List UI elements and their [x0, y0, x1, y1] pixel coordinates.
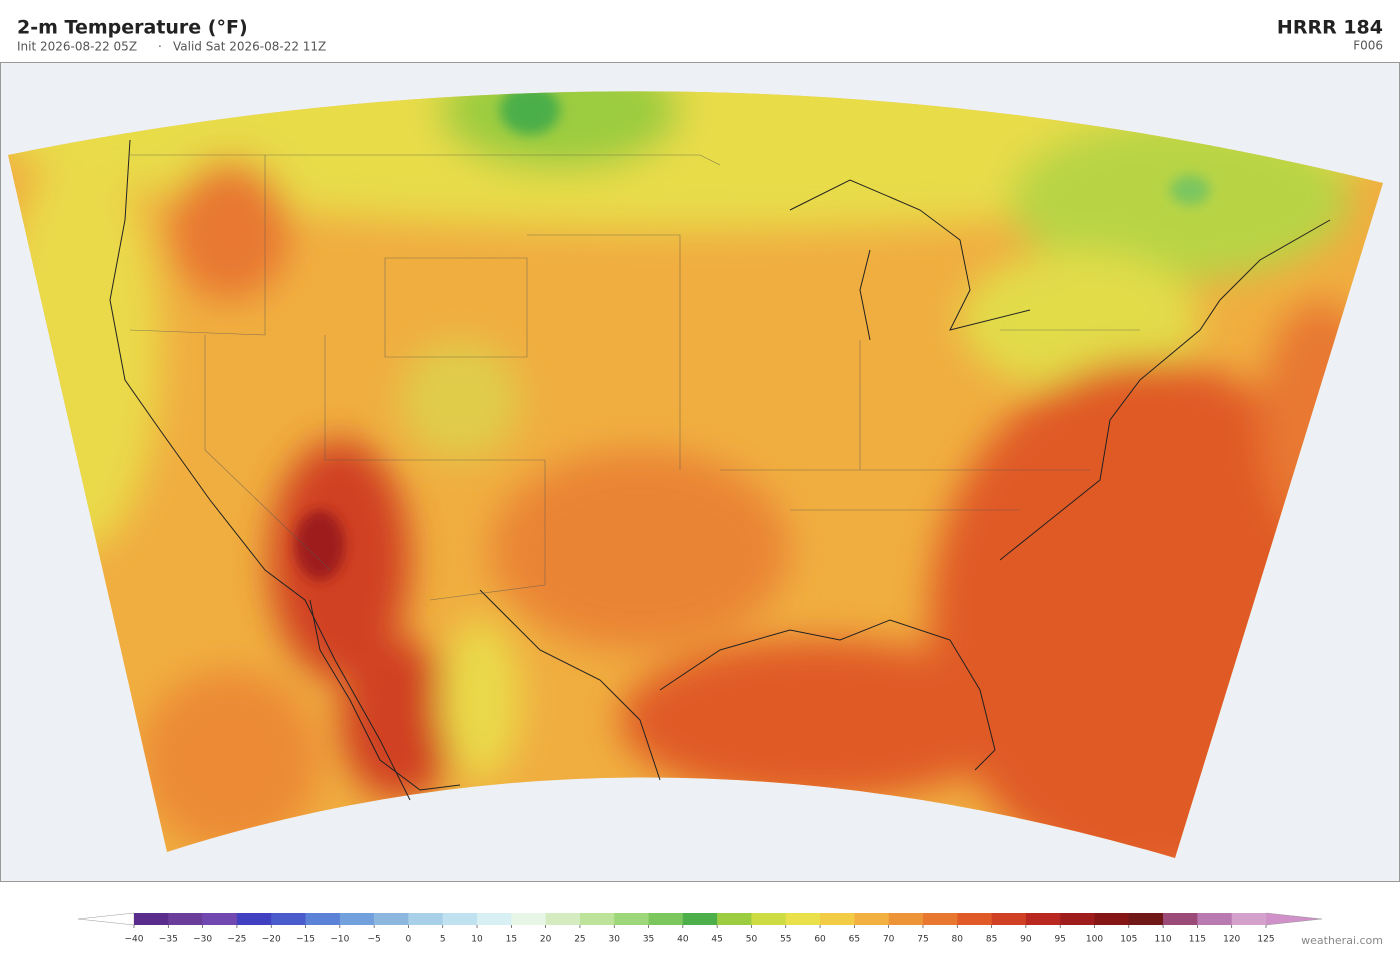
- colorbar-segment: [614, 913, 649, 925]
- colorbar-segment: [202, 913, 238, 925]
- colorbar-segment: [957, 913, 992, 925]
- colorbar-tick-label: −30: [193, 935, 212, 945]
- colorbar-tick-label: −20: [262, 935, 281, 945]
- colorbar-segment: [991, 913, 1027, 925]
- title: 2-m Temperature (°F): [17, 17, 248, 39]
- colorbar-segment: [751, 913, 787, 925]
- colorbar-tick-label: 5: [440, 935, 446, 945]
- colorbar-tick-label: 70: [883, 935, 895, 945]
- colorbar-tick-label: 15: [506, 935, 517, 945]
- separator: ·: [158, 40, 162, 54]
- colorbar-tick-label: 0: [406, 935, 412, 945]
- colorbar-tick-label: 85: [986, 935, 997, 945]
- colorbar-segment: [408, 913, 444, 925]
- colorbar-tick-label: −25: [227, 935, 246, 945]
- colorbar-tick-label: 90: [1020, 935, 1032, 945]
- colorbar-tick-label: 120: [1223, 935, 1240, 945]
- colorbar-segment: [339, 913, 375, 925]
- colorbar-segment: [1197, 913, 1232, 925]
- state-borders: [129, 154, 1140, 601]
- colorbar-segment: [305, 913, 341, 925]
- colorbar-segment: [442, 913, 478, 925]
- colorbar-segment: [785, 913, 821, 925]
- colorbar-tick-label: 125: [1257, 935, 1274, 945]
- colorbar-segment: [682, 913, 718, 925]
- colorbar-segment: [1128, 913, 1164, 925]
- colorbar-segment: [888, 913, 924, 925]
- colorbar: −40 −35 −30 −25 −20 −15 −10 −5 0 5 10 15 20 25 30 35 40 4…: [77, 912, 1323, 945]
- colorbar-tick-label: 100: [1086, 935, 1103, 945]
- colorbar-tick-label: 75: [917, 935, 928, 945]
- colorbar-tick-label: 25: [574, 935, 585, 945]
- colorbar-segment: [1025, 913, 1061, 925]
- colorbar-tick-label: 110: [1154, 935, 1171, 945]
- colorbar-segment: [271, 913, 306, 925]
- valid-time: Valid Sat 2026-08-22 11Z: [173, 40, 326, 54]
- colorbar-segment: [1060, 913, 1095, 925]
- colorbar-segment: [579, 913, 615, 925]
- coastlines: [109, 139, 1331, 801]
- init-time: Init 2026-08-22 05Z: [17, 40, 137, 54]
- model-name: HRRR 184: [1277, 17, 1383, 39]
- colorbar-tick-label: −5: [367, 935, 380, 945]
- colorbar-segment: [854, 913, 889, 925]
- watermark: weatherai.com: [1301, 934, 1383, 947]
- colorbar-segment: [1163, 913, 1198, 925]
- colorbar-segment: [236, 913, 272, 925]
- colorbar-tick-label: 65: [849, 935, 860, 945]
- colorbar-segment: [134, 913, 169, 925]
- colorbar-tick-label: −15: [296, 935, 315, 945]
- colorbar-tick-label: 35: [643, 935, 654, 945]
- colorbar-tick-label: 105: [1120, 935, 1137, 945]
- colorbar-segment: [168, 913, 203, 925]
- colorbar-tick-label: 60: [814, 935, 826, 945]
- colorbar-tick-label: −10: [330, 935, 349, 945]
- colorbar-over: [1265, 912, 1323, 926]
- colorbar-segment: [1094, 913, 1130, 925]
- colorbar-segment: [717, 913, 752, 925]
- colorbar-segment: [1231, 913, 1267, 925]
- colorbar-segment: [545, 913, 581, 925]
- forecast-hour: F006: [1353, 39, 1383, 53]
- colorbar-tick-label: 40: [677, 935, 689, 945]
- colorbar-segment: [648, 913, 684, 925]
- colorbar-segment: [511, 913, 546, 925]
- colorbar-tick-label: 80: [952, 935, 964, 945]
- colorbar-tick-label: 115: [1189, 935, 1206, 945]
- colorbar-tick-label: 30: [609, 935, 621, 945]
- colorbar-tick-label: 50: [746, 935, 758, 945]
- colorbar-tick-label: −40: [125, 935, 144, 945]
- colorbar-segment: [477, 913, 512, 925]
- colorbar-tick-label: 55: [780, 935, 791, 945]
- colorbar-segment: [820, 913, 855, 925]
- colorbar-segment: [922, 913, 958, 925]
- colorbar-tick-label: 45: [711, 935, 722, 945]
- colorbar-tick-label: 95: [1054, 935, 1065, 945]
- colorbar-tick-label: 10: [471, 935, 483, 945]
- colorbar-tick-label: −35: [159, 935, 178, 945]
- colorbar-under: [77, 912, 135, 926]
- colorbar-segment: [374, 913, 409, 925]
- colorbar-tick-label: 20: [540, 935, 552, 945]
